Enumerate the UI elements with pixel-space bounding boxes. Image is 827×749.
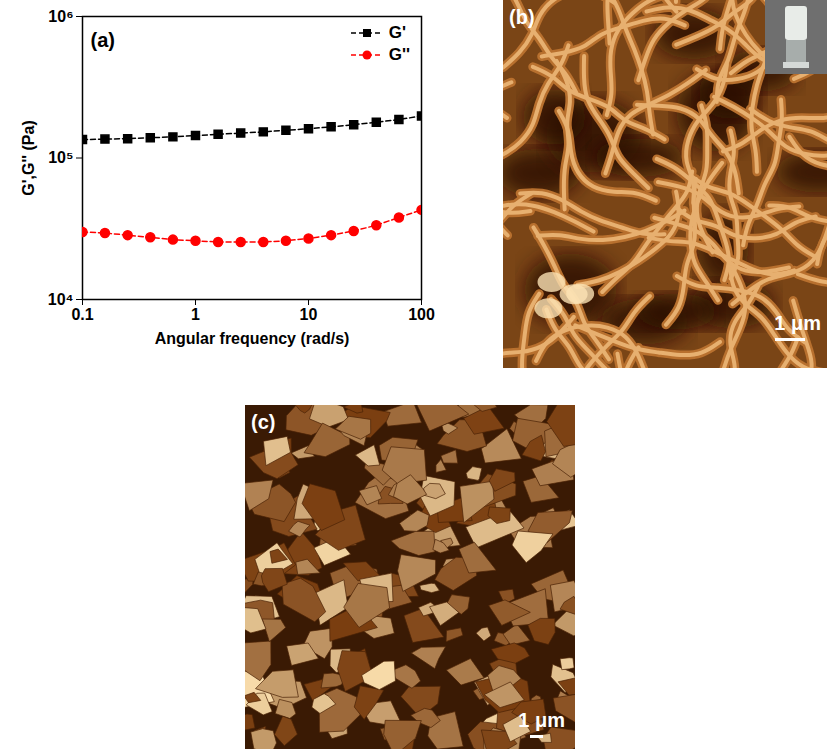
svg-text:1 μm: 1 μm — [518, 709, 565, 731]
svg-text:100: 100 — [408, 306, 435, 323]
svg-text:(b): (b) — [509, 6, 535, 28]
svg-text:10⁵: 10⁵ — [48, 149, 73, 166]
html-text:G'': G'' — [388, 45, 410, 64]
svg-text:10⁴: 10⁴ — [48, 291, 74, 308]
svg-text:10: 10 — [300, 306, 318, 323]
svg-text:1: 1 — [191, 306, 200, 323]
svg-text:10⁶: 10⁶ — [48, 8, 73, 25]
svg-text:(c): (c) — [251, 411, 275, 433]
svg-text:1 μm: 1 μm — [774, 312, 821, 334]
svg-text:(a): (a) — [91, 29, 115, 51]
html-text:G': G' — [388, 23, 406, 42]
svg-text:G',G'' (Pa): G',G'' (Pa) — [20, 120, 37, 195]
svg-text:0.1: 0.1 — [71, 306, 93, 323]
svg-text:Angular frequency (rad/s): Angular frequency (rad/s) — [155, 330, 350, 347]
